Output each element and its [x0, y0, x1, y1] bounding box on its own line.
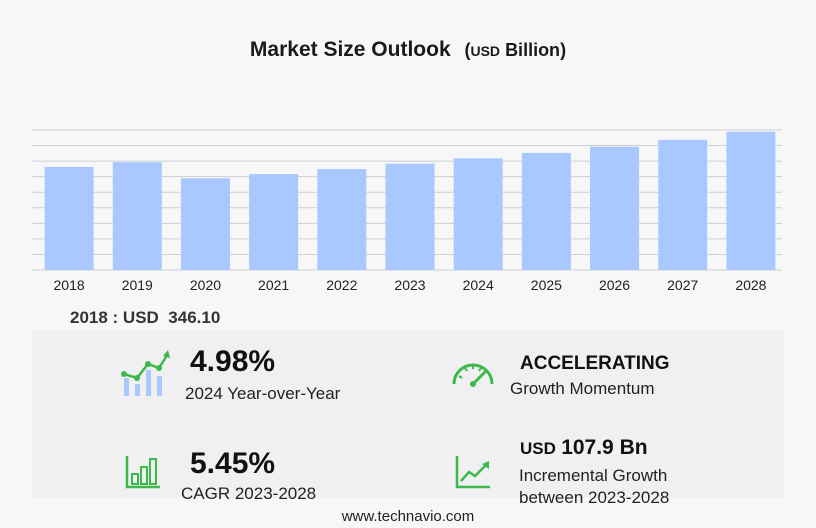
- incremental-value: USD 107.9 Bn: [520, 436, 648, 460]
- growth-bars-icon: [121, 350, 170, 396]
- title-text: Market Size Outlook: [249, 38, 451, 61]
- x-tick-2020: 2020: [190, 277, 221, 293]
- incremental-label-line1: Incremental Growth: [519, 466, 668, 485]
- x-tick-2018: 2018: [54, 277, 85, 293]
- cagr-value: 5.45%: [190, 447, 276, 480]
- x-tick-2021: 2021: [258, 277, 289, 293]
- bar-2026: [590, 146, 640, 270]
- x-axis-ticks: 2018 2019 2020 2021 2022 2023 2024 2025 2026 2027…: [54, 277, 767, 293]
- footer-url: www.technavio.com: [341, 508, 475, 525]
- trend-line-icon: [455, 456, 490, 489]
- x-tick-2028: 2028: [735, 277, 766, 293]
- bar-2025: [521, 152, 571, 270]
- bar-2023: [385, 163, 435, 270]
- momentum-label: Growth Momentum: [510, 379, 655, 398]
- bar-2018: [44, 166, 94, 270]
- bar-chart: 2018 2019 2020 2021 2022 2023 2024 2025 2026 2027…: [32, 129, 782, 293]
- x-tick-2022: 2022: [326, 277, 357, 293]
- bar-2020: [180, 178, 230, 270]
- bar-2024: [453, 158, 503, 270]
- speedometer-icon: [452, 363, 494, 387]
- x-tick-2026: 2026: [599, 277, 630, 293]
- incremental-label-line2: between 2023-2028: [519, 488, 670, 507]
- bar-2028: [726, 131, 776, 270]
- x-tick-2019: 2019: [122, 277, 153, 293]
- chart-title: Market Size Outlook (USD Billion): [0, 38, 816, 62]
- cagr-label: CAGR 2023-2028: [181, 484, 317, 503]
- incremental-number: 107.9 Bn: [561, 436, 648, 459]
- chart-bars: [44, 131, 776, 270]
- bar-2019: [112, 162, 162, 270]
- x-tick-2025: 2025: [531, 277, 562, 293]
- momentum-value: ACCELERATING: [520, 353, 670, 374]
- kpi-panel: [32, 330, 784, 498]
- yoy-label: 2024 Year-over-Year: [185, 384, 341, 403]
- title-billion: Billion: [505, 40, 561, 60]
- bar-2027: [658, 139, 708, 270]
- base-year-value: 2018 : USD 346.10: [70, 308, 220, 328]
- incremental-usd: USD: [520, 439, 556, 458]
- base-year-number: 346.10: [168, 308, 221, 327]
- bar-chart-icon: [125, 456, 160, 489]
- base-year-label: 2018 : USD: [70, 308, 159, 327]
- title-unit: (USD Billion): [464, 40, 567, 60]
- x-tick-2023: 2023: [394, 277, 425, 293]
- bar-2022: [317, 169, 367, 270]
- yoy-value: 4.98%: [190, 345, 276, 378]
- x-tick-2027: 2027: [667, 277, 698, 293]
- title-usd: USD: [470, 43, 501, 59]
- x-tick-2024: 2024: [463, 277, 494, 293]
- bar-2021: [249, 174, 299, 270]
